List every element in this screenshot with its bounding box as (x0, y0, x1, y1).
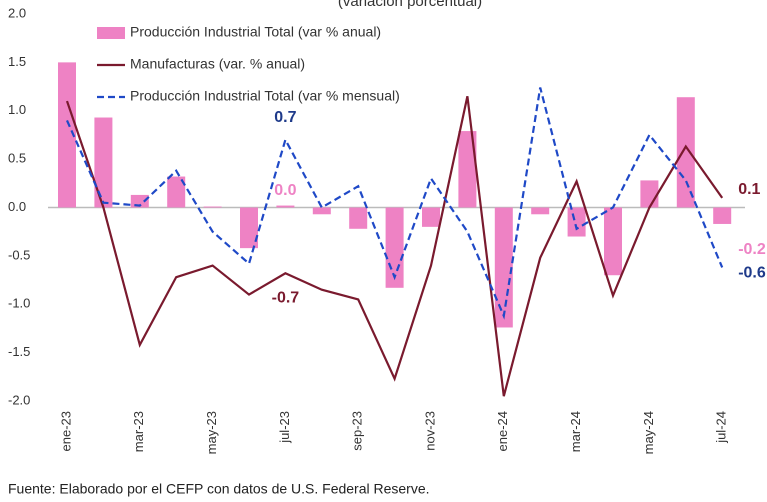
y-tick-label: 2.0 (8, 5, 26, 20)
legend-label: Producción Industrial Total (var % mensu… (130, 88, 400, 104)
x-tick-label: jul-24 (714, 411, 729, 444)
bar (422, 207, 440, 227)
y-tick-label: 0.0 (8, 199, 26, 214)
x-tick-label: mar-24 (568, 411, 583, 452)
value-label: 0.1 (738, 181, 760, 198)
bar (458, 131, 477, 208)
bar (531, 207, 550, 215)
value-label: -0.7 (272, 290, 300, 307)
value-label: -0.6 (738, 265, 766, 282)
chart-subtitle: (variación porcentual) (338, 0, 482, 10)
x-tick-label: may-23 (204, 411, 219, 454)
x-tick-label: sep-23 (350, 411, 365, 451)
y-tick-label: -1.0 (8, 296, 30, 311)
value-label: 0.0 (274, 182, 296, 199)
y-tick-label: -0.5 (8, 247, 30, 262)
bar (276, 205, 295, 208)
bar (94, 117, 113, 208)
x-tick-label: ene-23 (58, 411, 73, 451)
bar (640, 180, 659, 208)
legend-label: Producción Industrial Total (var % anual… (130, 24, 381, 40)
y-tick-label: 1.0 (8, 102, 26, 117)
y-tick-label: -1.5 (8, 344, 30, 359)
source-note: Fuente: Elaborado por el CEFP con datos … (8, 481, 430, 497)
dashed-line (65, 87, 724, 320)
value-label: 0.7 (274, 109, 296, 126)
value-label: -0.2 (738, 241, 766, 258)
bar (349, 207, 368, 229)
x-tick-label: may-24 (641, 411, 656, 454)
x-tick-label: jul-23 (277, 411, 292, 444)
y-tick-label: 0.5 (8, 151, 26, 166)
bar (676, 97, 695, 208)
y-tick-label: -2.0 (8, 392, 30, 407)
legend-label: Manufacturas (var. % anual) (130, 56, 305, 72)
bar (713, 207, 732, 224)
bar (604, 207, 622, 276)
bar (567, 207, 586, 237)
x-tick-label: nov-23 (422, 411, 437, 451)
bar (240, 207, 258, 249)
bar (312, 207, 331, 215)
bar (167, 176, 186, 208)
bar (203, 206, 222, 208)
line (65, 96, 724, 397)
x-tick-label: mar-23 (131, 411, 146, 452)
x-tick-label: ene-24 (495, 411, 510, 451)
legend-swatch (97, 27, 125, 39)
bar (58, 62, 76, 208)
bar (494, 207, 513, 328)
y-tick-label: 1.5 (8, 54, 26, 69)
